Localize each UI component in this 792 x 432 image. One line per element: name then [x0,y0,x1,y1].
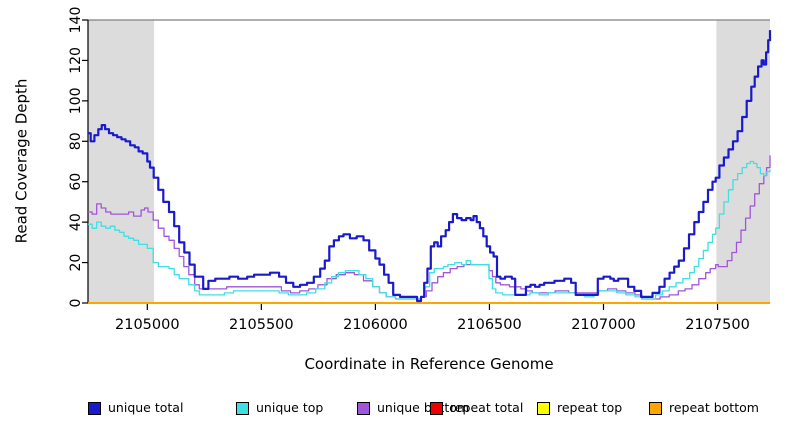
series-unique-total [88,30,772,303]
y-tick-label: 80 [68,132,84,150]
y-tick-label: 60 [68,173,84,191]
y-tick-label: 140 [68,7,84,34]
x-tick-label: 2105500 [229,317,294,333]
x-tick-label: 2105000 [115,317,180,333]
x-tick-label: 2106500 [457,317,522,333]
y-tick-label: 100 [68,87,84,114]
series-unique-top [88,160,771,300]
y-tick-label: 40 [68,213,84,231]
y-tick-label: 120 [68,47,84,74]
shaded-region-0 [88,20,155,303]
y-tick-label: 20 [68,254,84,272]
y-axis-title: Read Coverage Depth [12,78,31,244]
x-axis-title: Coordinate in Reference Genome [304,355,554,373]
x-tick-label: 2106000 [343,317,408,333]
x-tick-label: 2107500 [685,317,750,333]
series-unique-bottom [88,155,771,300]
x-tick-label: 2107000 [571,317,636,333]
y-tick-label: 0 [68,299,84,308]
